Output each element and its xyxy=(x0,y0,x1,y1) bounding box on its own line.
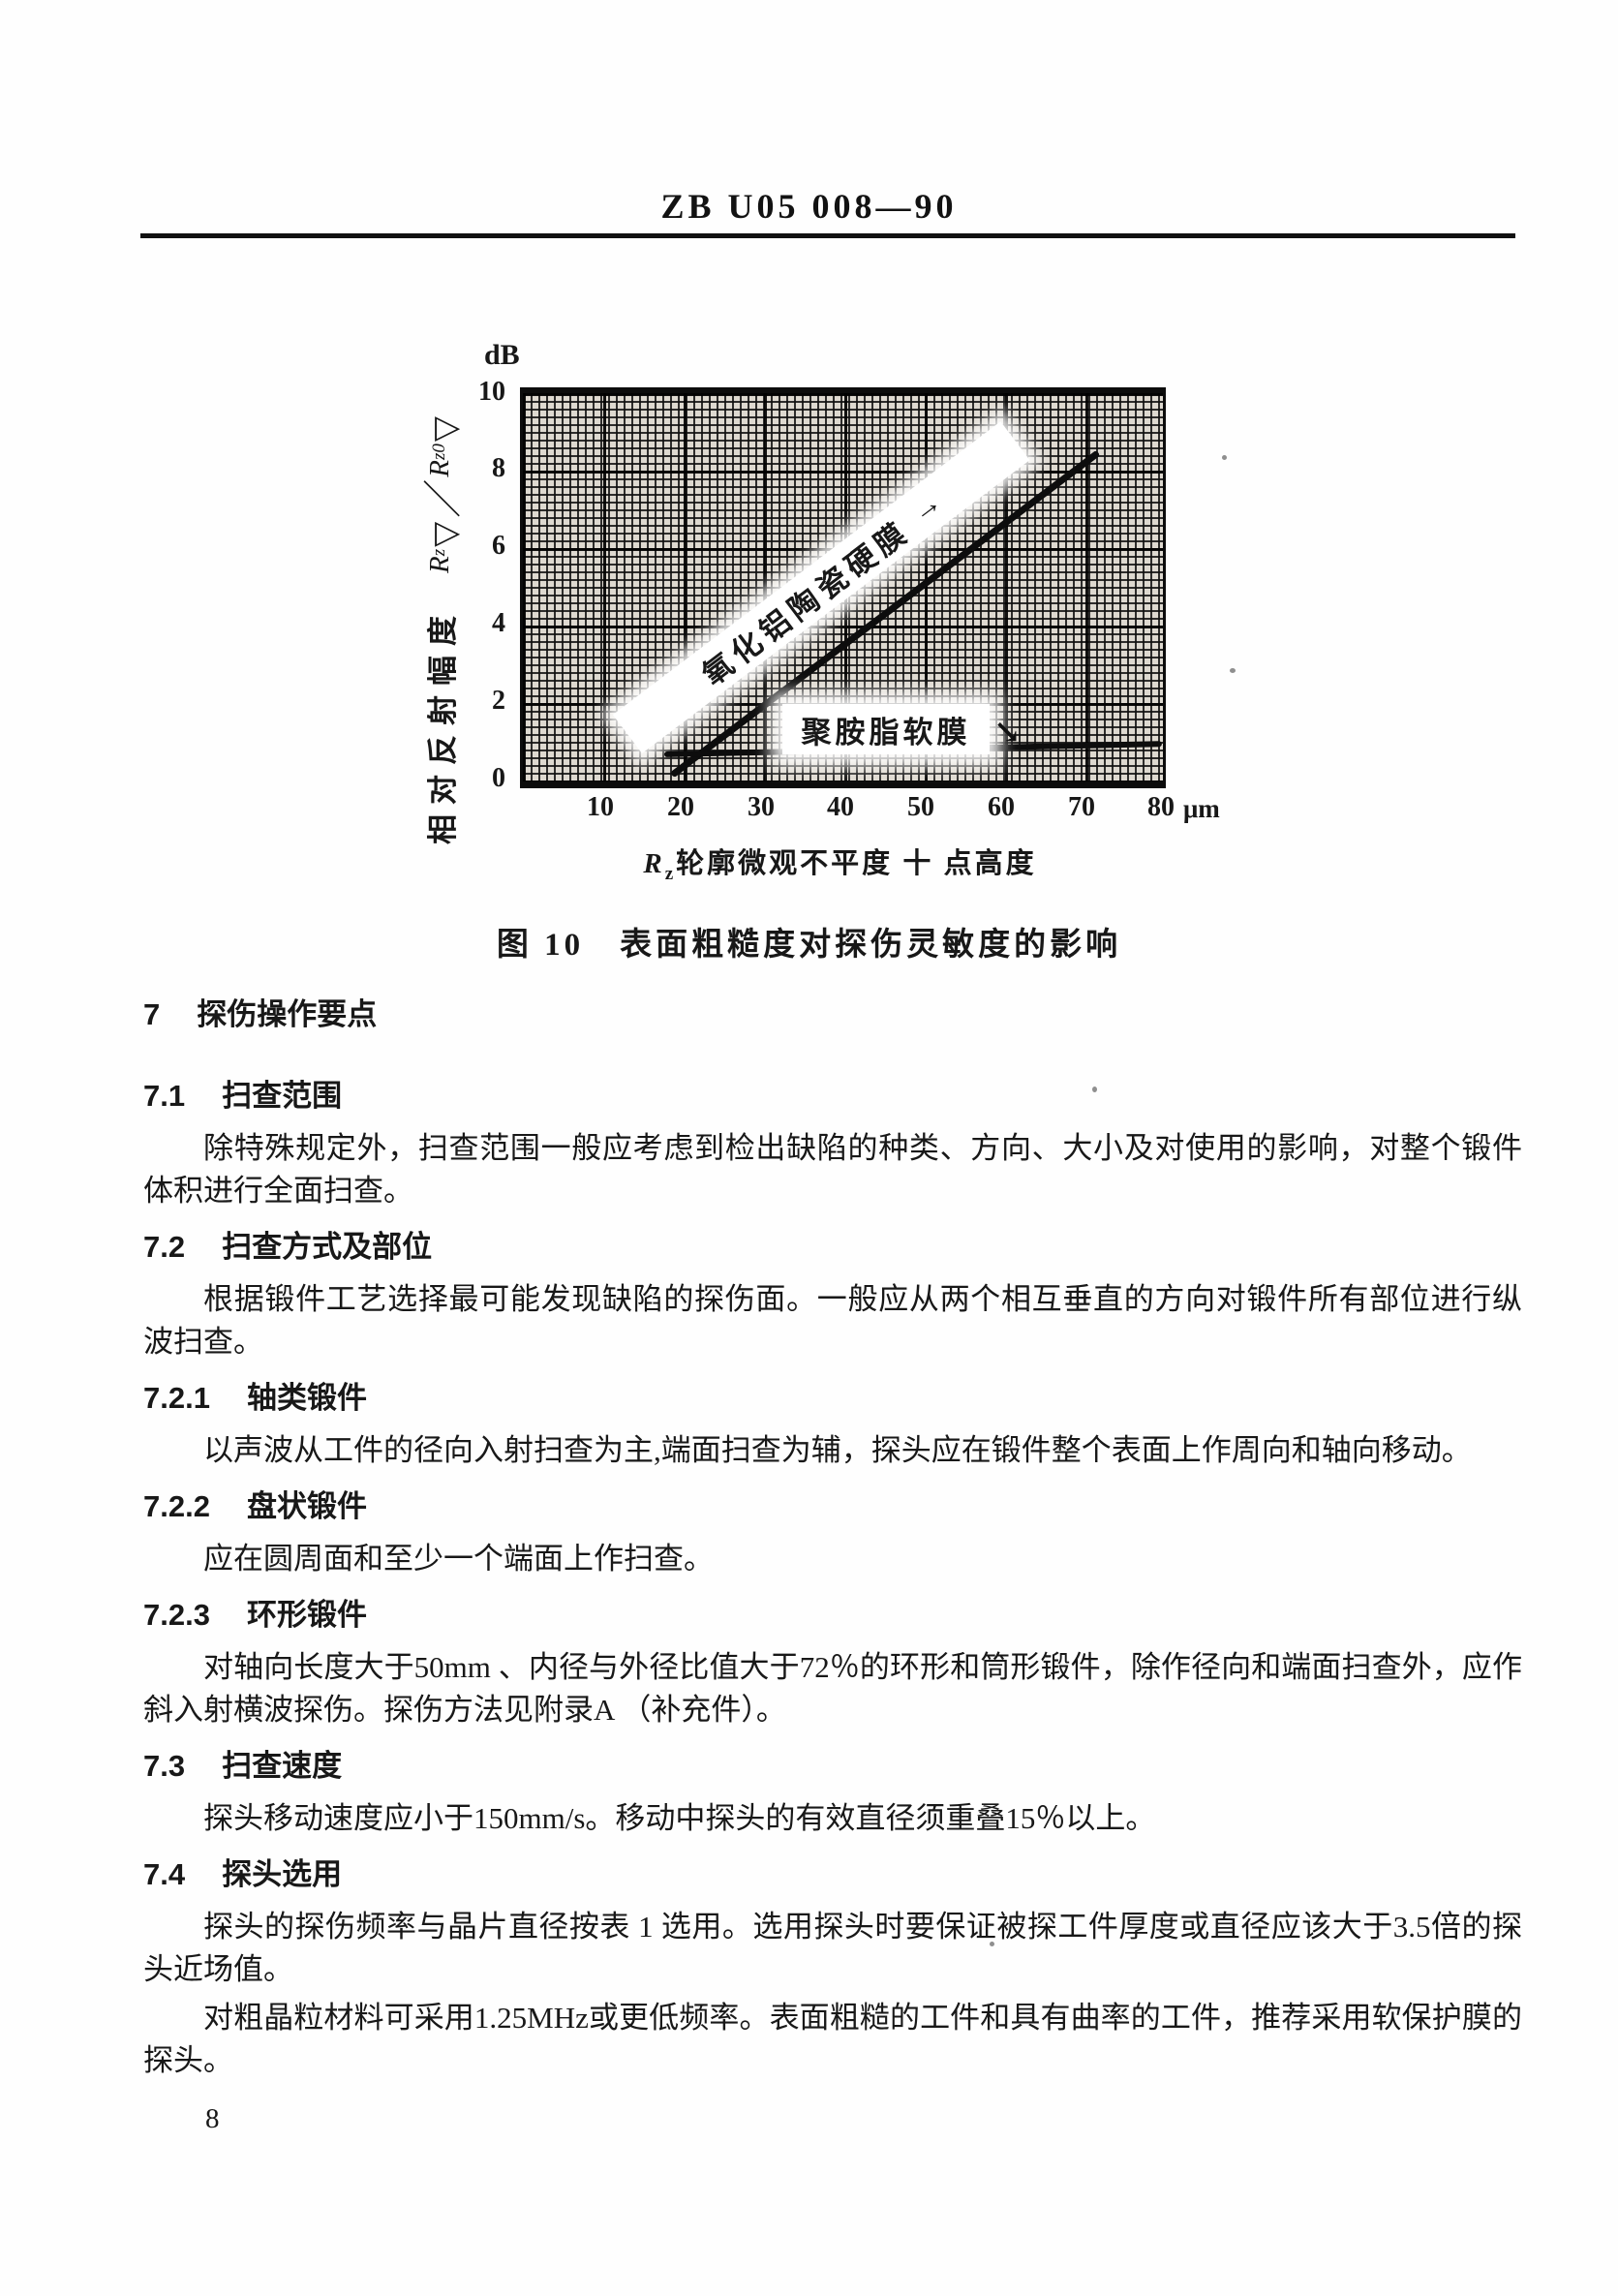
y-axis-title-text: 相对反射幅度 xyxy=(425,606,460,844)
document-body: 7 探伤操作要点 7.1 扫查范围 除特殊规定外，扫查范围一般应考虑到检出缺陷的… xyxy=(143,980,1522,2088)
scan-speck xyxy=(1230,668,1236,673)
scan-speck xyxy=(1092,1087,1097,1092)
section-heading-7-2: 7.2 扫查方式及部位 xyxy=(143,1230,433,1264)
x-tick: 10 xyxy=(587,792,614,822)
section-heading-7-3: 7.3 扫查速度 xyxy=(143,1749,343,1783)
page-number: 8 xyxy=(205,2103,220,2134)
series-label-soft-film: 聚胺脂软膜 xyxy=(801,715,971,750)
section-heading-7-4: 7.4 探头选用 xyxy=(143,1857,343,1891)
x-tick: 80 xyxy=(1147,792,1175,822)
y-tick: 0 xyxy=(492,763,505,793)
paragraph: 应在圆周面和至少一个端面上作扫查。 xyxy=(203,1542,714,1576)
x-tick: 30 xyxy=(748,792,775,822)
standard-number-header: ZB U05 008—90 xyxy=(660,187,958,226)
paragraph: 探头移动速度应小于150mm/s。移动中探头的有效直径须重叠15％以上。 xyxy=(203,1801,1156,1835)
section-heading-7-2-3: 7.2.3 环形锻件 xyxy=(143,1598,367,1632)
leader-arrow-icon: → xyxy=(904,485,948,530)
scan-speck xyxy=(990,1942,994,1946)
section-heading-7-1: 7.1 扫查范围 xyxy=(143,1079,343,1113)
label-box-polyurethane-soft-film: 聚胺脂软膜 xyxy=(782,704,990,754)
roughness-triangle-symbol: ▽ xyxy=(428,521,464,547)
paragraph: 根据锻件工艺选择最可能发现缺陷的探伤面。一般应从两个相互垂直的方向对锻件所有部位… xyxy=(143,1282,1522,1359)
x-tick: 50 xyxy=(907,792,934,822)
paragraph: 除特殊规定外，扫查范围一般应考虑到检出缺陷的种类、方向、大小及对使用的影响，对整… xyxy=(143,1131,1522,1208)
header-rule xyxy=(140,233,1515,238)
y-axis-unit-label: dB xyxy=(484,339,520,371)
x-tick: 20 xyxy=(667,792,694,822)
paragraph: 对轴向长度大于50mm 、内径与外径比值大于72％的环形和筒形锻件，除作径向和端… xyxy=(143,1650,1522,1727)
x-tick: 60 xyxy=(988,792,1015,822)
x-tick: 70 xyxy=(1068,792,1095,822)
section-heading-7: 7 探伤操作要点 xyxy=(143,997,378,1031)
figure-caption: 图 10 表面粗糙度对探伤灵敏度的影响 xyxy=(496,928,1122,963)
x-axis-unit-label: μm xyxy=(1183,794,1220,823)
paragraph: 对粗晶粒材料可采用1.25MHz或更低频率。表面粗糙的工件和具有曲率的工件，推荐… xyxy=(143,2001,1522,2077)
section-heading-7-2-1: 7.2.1 轴类锻件 xyxy=(143,1381,367,1415)
paragraph: 探头的探伤频率与晶片直径按表 1 选用。选用探头时要保证被探工件厚度或直径应该大… xyxy=(143,1910,1522,1986)
y-tick: 4 xyxy=(492,608,505,638)
x-axis-title: Rz轮廓微观不平度 十 点高度 xyxy=(643,848,1037,884)
x-tick: 40 xyxy=(827,792,854,822)
section-heading-7-2-2: 7.2.2 盘状锻件 xyxy=(143,1489,367,1523)
scan-speck xyxy=(1222,455,1227,460)
roughness-triangle-symbol: ▽ xyxy=(428,415,464,443)
y-tick: 2 xyxy=(492,686,505,716)
y-tick: 6 xyxy=(492,531,505,561)
paragraph: 以声波从工件的径向入射扫查为主,端面扫查为辅，探头应在锻件整个表面上作周向和轴向… xyxy=(203,1433,1472,1467)
leader-arrow-icon: ↘ xyxy=(993,715,1022,750)
y-tick: 8 xyxy=(492,453,505,483)
y-tick: 10 xyxy=(478,377,505,407)
